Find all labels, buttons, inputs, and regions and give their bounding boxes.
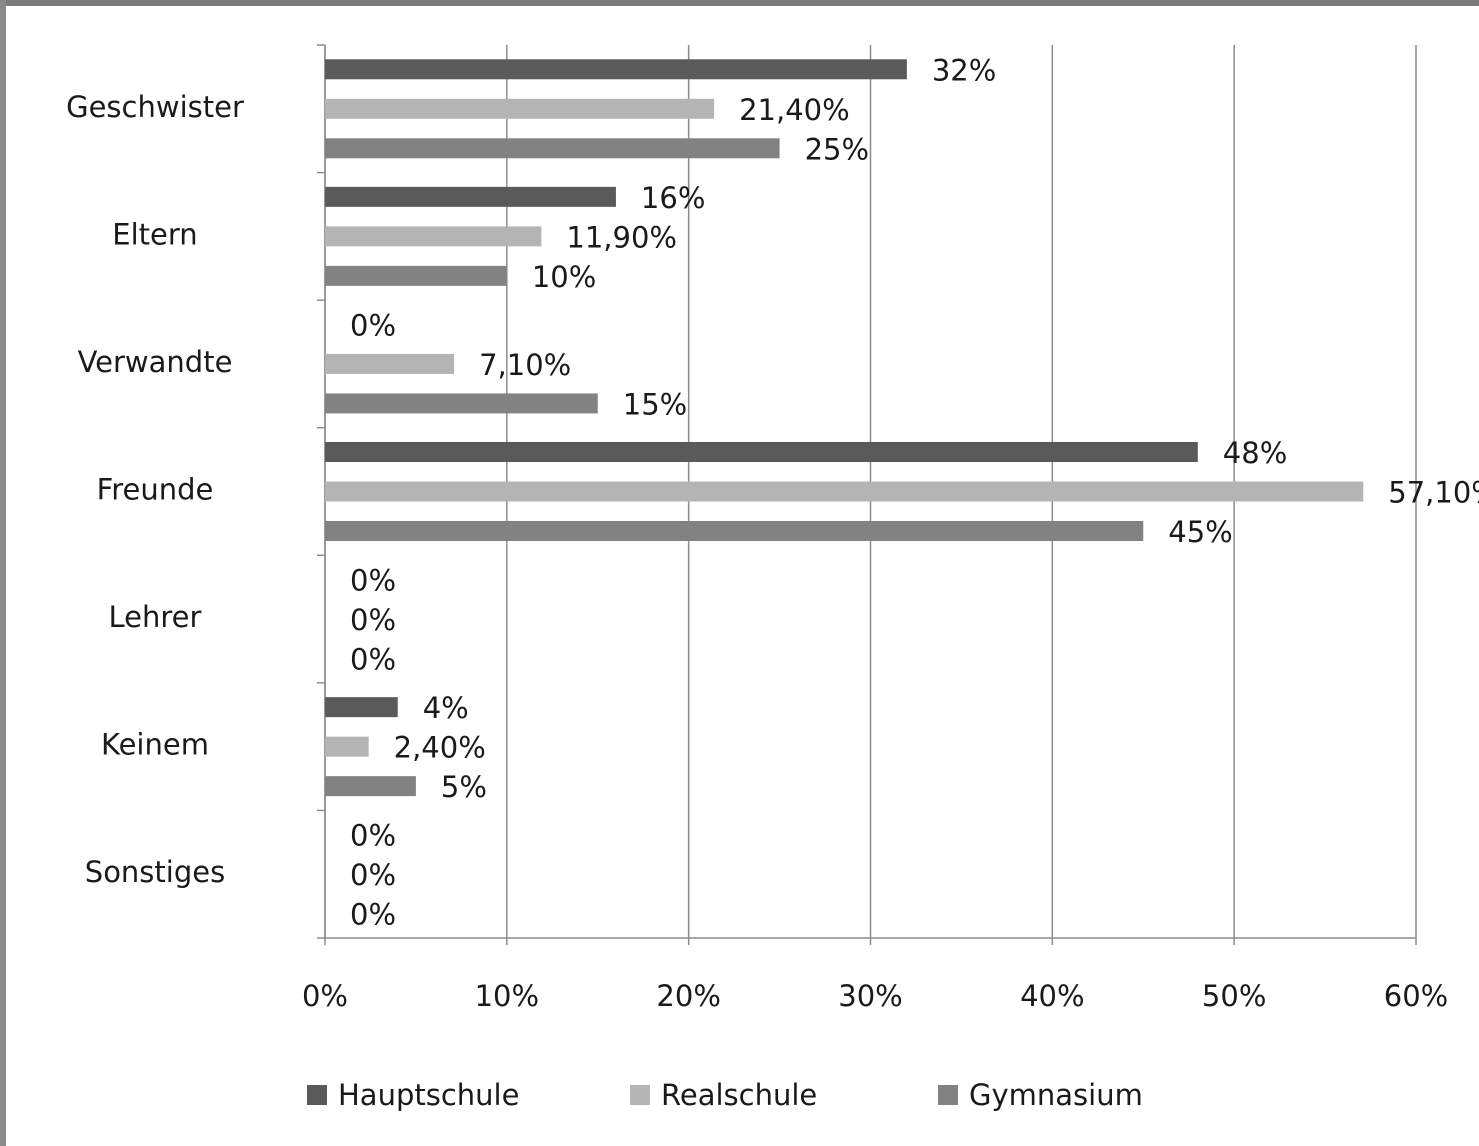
bar	[325, 226, 542, 247]
x-tick-label: 30%	[838, 979, 902, 1013]
value-label: 15%	[623, 387, 687, 421]
y-tick-label: Freunde	[97, 473, 214, 507]
bar	[325, 393, 598, 414]
y-tick-label: Verwandte	[78, 345, 233, 379]
bar	[325, 521, 1144, 541]
value-label: 16%	[641, 181, 705, 215]
x-tick-label: 50%	[1202, 979, 1266, 1013]
value-label: 0%	[350, 819, 396, 853]
bar	[325, 776, 416, 797]
value-label: 32%	[932, 53, 996, 87]
value-label: 7,10%	[479, 348, 571, 382]
y-tick-label: Eltern	[112, 217, 197, 251]
x-tick-label: 40%	[1020, 979, 1084, 1013]
bar	[325, 697, 398, 718]
value-label: 25%	[805, 132, 869, 166]
value-label: 11,90%	[566, 220, 677, 254]
bar	[325, 481, 1364, 502]
x-tick-label: 0%	[302, 979, 348, 1013]
bar	[325, 186, 616, 207]
y-tick-label: Sonstiges	[85, 855, 225, 889]
x-tick-label: 20%	[656, 979, 720, 1013]
legend-swatch	[630, 1085, 650, 1105]
legend-swatch	[938, 1085, 958, 1105]
value-label: 0%	[350, 564, 396, 598]
value-label: 10%	[532, 260, 596, 294]
legend-swatch	[307, 1085, 327, 1105]
value-label: 0%	[350, 643, 396, 677]
value-label: 5%	[441, 770, 487, 804]
value-label: 0%	[350, 603, 396, 637]
y-tick-label: Geschwister	[66, 90, 244, 124]
bar	[325, 265, 507, 286]
legend-label: Hauptschule	[338, 1078, 519, 1112]
value-label: 0%	[350, 898, 396, 932]
value-label: 0%	[350, 858, 396, 892]
value-label: 48%	[1223, 436, 1287, 470]
value-label: 57,10%	[1388, 476, 1479, 510]
x-tick-label: 60%	[1384, 979, 1448, 1013]
x-tick-label: 10%	[475, 979, 539, 1013]
value-label: 2,40%	[394, 731, 486, 765]
value-label: 4%	[423, 691, 469, 725]
bar	[325, 442, 1198, 462]
value-label: 45%	[1168, 515, 1232, 549]
value-label: 21,40%	[739, 93, 850, 127]
bar	[325, 353, 455, 374]
bar	[325, 98, 715, 119]
legend-label: Gymnasium	[969, 1078, 1143, 1112]
bar	[325, 138, 780, 159]
frame-top	[0, 0, 1479, 6]
y-tick-label: Lehrer	[109, 600, 202, 634]
y-tick-label: Keinem	[101, 728, 209, 762]
value-label: 0%	[350, 308, 396, 342]
legend-label: Realschule	[661, 1078, 817, 1112]
bar	[325, 59, 907, 80]
bar	[325, 736, 369, 757]
frame-left	[0, 0, 6, 1146]
